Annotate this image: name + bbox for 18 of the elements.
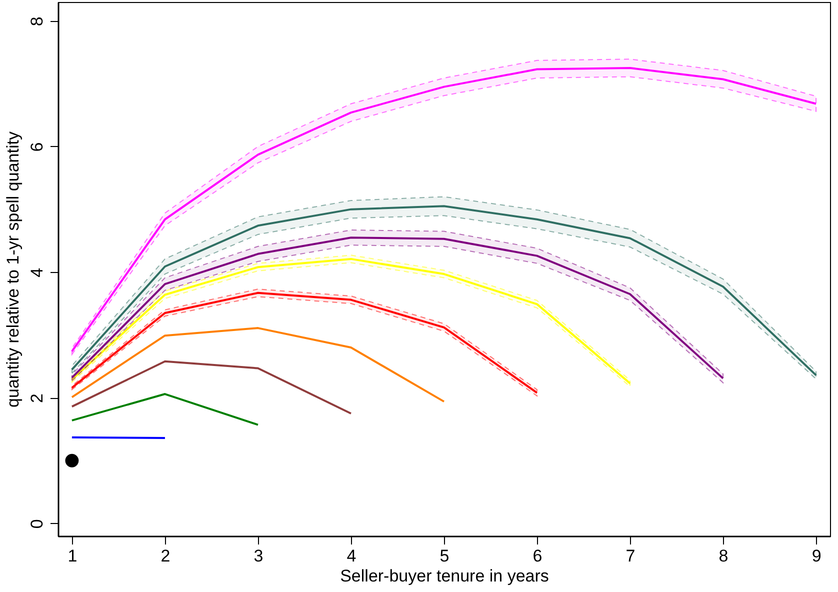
y-tick-label: 2: [28, 394, 46, 404]
x-tick-label: 7: [626, 546, 636, 566]
x-tick-label: 6: [532, 546, 542, 566]
x-tick-label: 3: [254, 546, 264, 566]
x-tick-label: 1: [68, 546, 78, 566]
y-tick-label: 6: [28, 142, 46, 152]
line-series: [70, 360, 352, 414]
x-tick-label: 8: [718, 546, 728, 566]
x-tick-label: 2: [160, 546, 170, 566]
x-tick-label: 5: [440, 546, 450, 566]
line-series: [70, 327, 445, 403]
x-tick-label: 4: [346, 546, 356, 566]
y-axis-title: quantity relative to 1-yr spell quantity: [4, 131, 22, 408]
x-tick-label: 9: [812, 546, 822, 566]
y-tick-label: 0: [28, 519, 46, 529]
y-tick-label: 4: [28, 268, 46, 278]
y-tick-label: 8: [28, 16, 46, 26]
x-axis-title: Seller-buyer tenure in years: [340, 566, 549, 586]
